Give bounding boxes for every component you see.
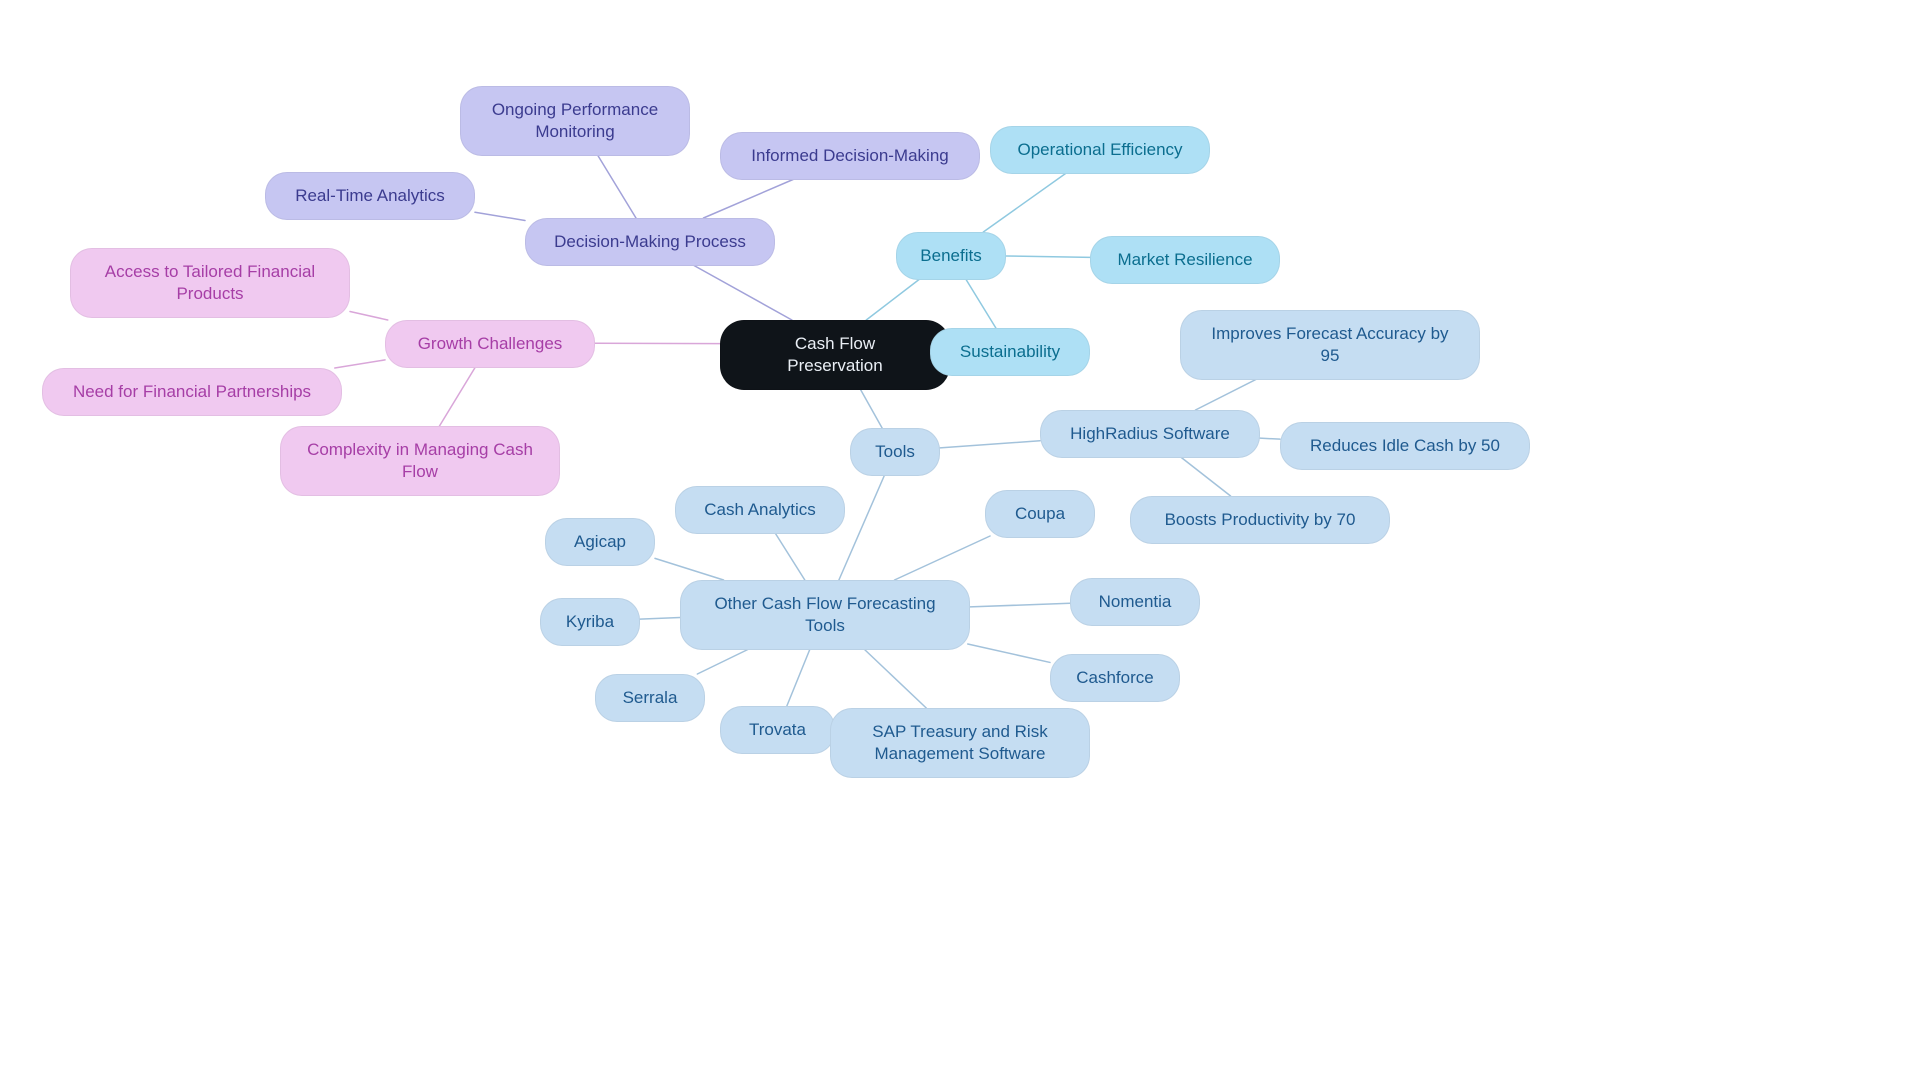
edge-root-benefits — [866, 278, 921, 320]
node-ongoing: Ongoing Performance Monitoring — [460, 86, 690, 156]
node-forecast95: Improves Forecast Accuracy by 95 — [1180, 310, 1480, 380]
node-tools: Tools — [850, 428, 940, 476]
edge-decision-informed — [703, 178, 796, 218]
edge-other-tools-cash-analytics — [775, 532, 805, 580]
node-benefits: Benefits — [896, 232, 1006, 280]
node-prod70: Boosts Productivity by 70 — [1130, 496, 1390, 544]
node-other-tools: Other Cash Flow Forecasting Tools — [680, 580, 970, 650]
edge-benefits-op-eff — [983, 172, 1067, 232]
edge-other-tools-trovata — [787, 644, 812, 706]
edge-other-tools-nomentia — [970, 603, 1070, 607]
node-serrala: Serrala — [595, 674, 705, 722]
node-real-time: Real-Time Analytics — [265, 172, 475, 220]
node-informed: Informed Decision-Making — [720, 132, 980, 180]
node-agicap: Agicap — [545, 518, 655, 566]
node-cash-analytics: Cash Analytics — [675, 486, 845, 534]
node-root: Cash Flow Preservation — [720, 320, 950, 390]
edge-other-tools-agicap — [655, 558, 724, 580]
edge-highradius-prod70 — [1179, 456, 1230, 496]
edge-highradius-idle50 — [1260, 438, 1280, 439]
edge-growth-complex — [439, 366, 476, 426]
edge-other-tools-coupa — [894, 536, 990, 580]
node-highradius: HighRadius Software — [1040, 410, 1260, 458]
node-decision: Decision-Making Process — [525, 218, 775, 266]
edge-growth-need-fin — [335, 360, 385, 368]
edge-growth-access — [350, 312, 388, 321]
edge-decision-ongoing — [595, 150, 636, 218]
node-need-fin: Need for Financial Partnerships — [42, 368, 342, 416]
edge-other-tools-cashforce — [968, 644, 1050, 662]
edge-other-tools-sap — [859, 644, 927, 708]
node-op-eff: Operational Efficiency — [990, 126, 1210, 174]
node-idle50: Reduces Idle Cash by 50 — [1280, 422, 1530, 470]
edge-tools-other-tools — [839, 474, 885, 580]
node-market-res: Market Resilience — [1090, 236, 1280, 284]
node-cashforce: Cashforce — [1050, 654, 1180, 702]
edge-decision-real-time — [475, 212, 525, 220]
edge-other-tools-kyriba — [640, 618, 680, 620]
node-complex: Complexity in Managing Cash Flow — [280, 426, 560, 496]
node-nomentia: Nomentia — [1070, 578, 1200, 626]
node-sustain: Sustainability — [930, 328, 1090, 376]
node-kyriba: Kyriba — [540, 598, 640, 646]
node-growth: Growth Challenges — [385, 320, 595, 368]
node-sap: SAP Treasury and Risk Management Softwar… — [830, 708, 1090, 778]
edge-tools-highradius — [940, 441, 1040, 448]
node-trovata: Trovata — [720, 706, 835, 754]
node-coupa: Coupa — [985, 490, 1095, 538]
edge-benefits-market-res — [1006, 256, 1090, 257]
node-access: Access to Tailored Financial Products — [70, 248, 350, 318]
edge-benefits-sustain — [965, 278, 996, 328]
edge-root-decision — [691, 264, 792, 320]
